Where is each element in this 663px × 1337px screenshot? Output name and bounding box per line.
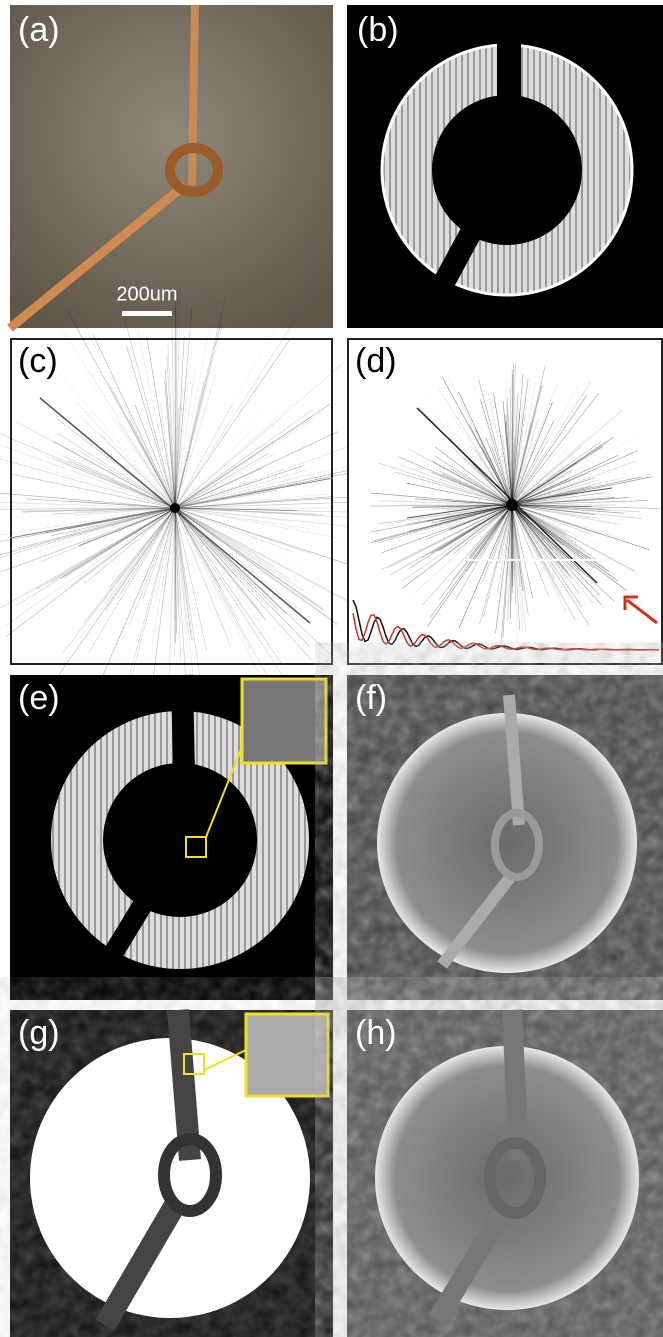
center bbox=[506, 499, 518, 511]
center bbox=[479, 140, 539, 200]
wire bbox=[192, 5, 195, 185]
panel-c: (c) bbox=[0, 285, 402, 704]
figure: 200um (a) (b) (c) (d) bbox=[0, 0, 663, 1337]
panel-f: (f) bbox=[347, 675, 663, 1000]
panel-b: (b) bbox=[347, 5, 663, 328]
panel-label: (e) bbox=[18, 679, 60, 717]
scale-text: 200um bbox=[116, 283, 177, 305]
panel-label: (c) bbox=[18, 342, 58, 380]
panel-a: 200um (a) bbox=[10, 5, 333, 328]
panel-g: (g) bbox=[10, 1010, 333, 1337]
panel-label: (f) bbox=[355, 679, 387, 717]
shadow bbox=[182, 675, 185, 825]
inset bbox=[242, 679, 326, 763]
panel-d: (d) bbox=[348, 339, 662, 664]
panel-h: (h) bbox=[347, 1010, 663, 1337]
panel-label: (g) bbox=[18, 1014, 60, 1052]
panel-label: (a) bbox=[18, 11, 60, 49]
panel-label: (h) bbox=[355, 1014, 397, 1052]
panel-label: (b) bbox=[357, 11, 399, 49]
panel-e: (e) bbox=[10, 675, 333, 1000]
page: {"panels": [{"label": "(a)"}, {"label": … bbox=[0, 0, 663, 1337]
inset bbox=[246, 1014, 328, 1096]
scale-bar bbox=[122, 311, 172, 316]
panel-label: (d) bbox=[355, 342, 397, 380]
center bbox=[170, 503, 180, 513]
disk bbox=[377, 713, 637, 973]
